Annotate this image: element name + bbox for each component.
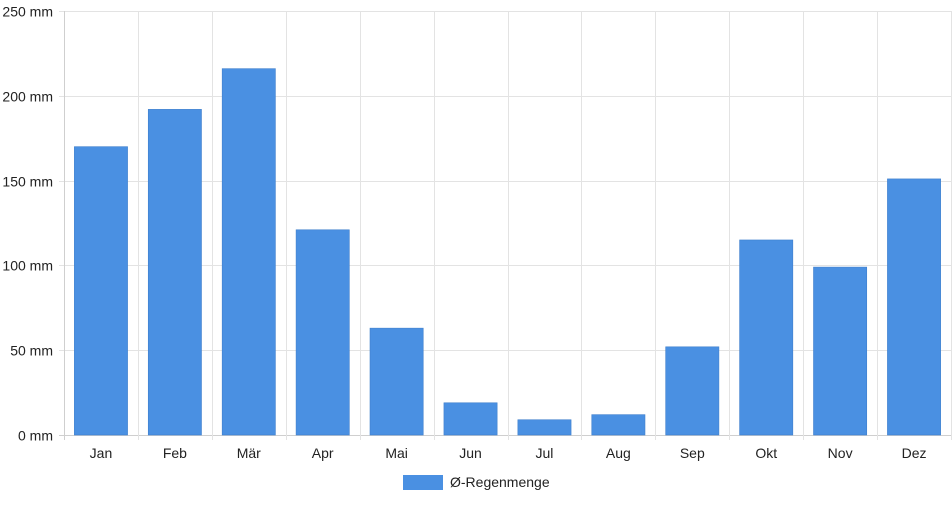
bar-Aug[interactable] [591,414,646,436]
y-tick-label: 50 mm [10,343,53,359]
grid-lines [59,11,952,440]
y-tick-label: 0 mm [18,428,53,444]
x-tick-label: Dez [902,445,927,461]
axes: 0 mm 50 mm 100 mm 150 mm 200 mm 250 mm Jan Feb M… [2,4,926,462]
x-tick-label: Mär [237,445,261,461]
x-tick-label: Okt [755,445,777,461]
legend: Ø-Regenmenge [403,474,550,490]
bar-Jul[interactable] [517,419,572,436]
x-tick-label: Mai [385,445,408,461]
x-tick-label: Feb [163,445,187,461]
bar-Okt[interactable] [739,239,794,436]
y-tick-label: 150 mm [2,174,53,190]
x-tick-label: Nov [828,445,853,461]
bar-Feb[interactable] [147,109,202,436]
y-tick-label: 100 mm [2,258,53,274]
x-tick-label: Jan [90,445,113,461]
bar-Apr[interactable] [295,229,350,436]
y-tick-label: 250 mm [2,4,53,20]
bar-Jan[interactable] [74,146,128,436]
legend-label: Ø-Regenmenge [450,474,550,490]
bar-Mai[interactable] [369,327,424,436]
bar-Mär[interactable] [221,68,276,436]
bar-series [74,68,941,436]
x-tick-label: Jun [459,445,482,461]
bar-Jun[interactable] [443,402,498,436]
x-tick-label: Sep [680,445,705,461]
y-tick-label: 200 mm [2,89,53,105]
legend-swatch [403,475,443,490]
bar-Sep[interactable] [665,346,720,436]
x-tick-label: Jul [536,445,554,461]
bar-Dez[interactable] [887,178,941,436]
x-tick-label: Aug [606,445,631,461]
x-tick-label: Apr [312,445,334,461]
bar-Nov[interactable] [813,266,868,436]
